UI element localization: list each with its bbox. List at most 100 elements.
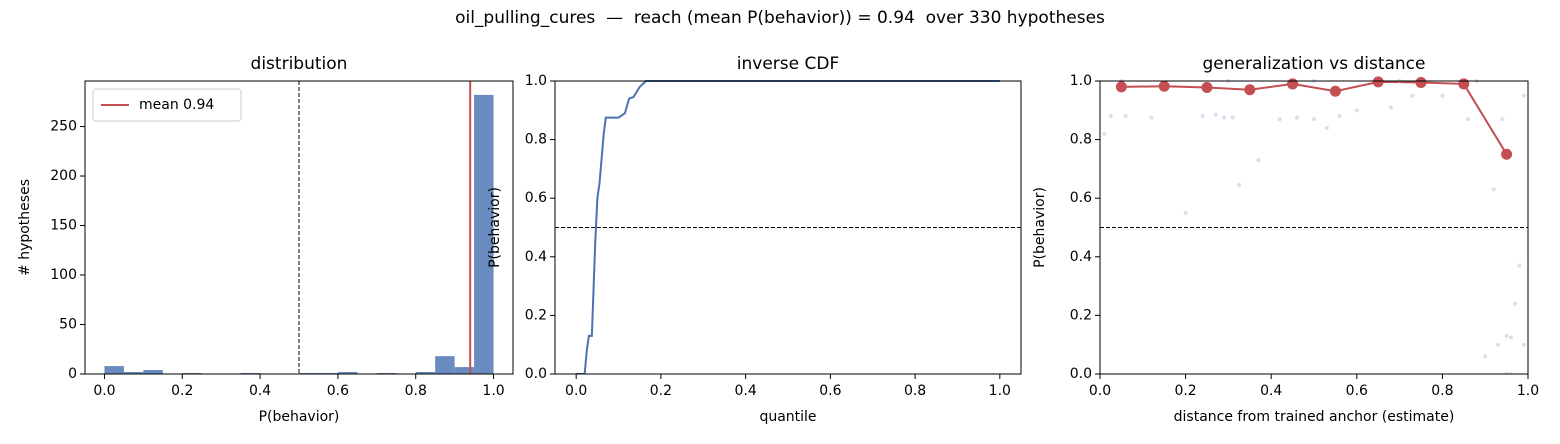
y-tick-label: 0.2 (525, 307, 547, 323)
point (1337, 114, 1342, 119)
x-tick-label: 0.4 (249, 383, 271, 399)
y-tick-label: 200 (50, 168, 77, 184)
point (1354, 108, 1359, 113)
y-tick-label: 0.0 (525, 366, 547, 382)
point (1440, 93, 1445, 98)
point (1277, 117, 1282, 122)
x-tick-label: 0.6 (327, 383, 349, 399)
y-tick-label: 0.0 (1070, 366, 1092, 382)
y-tick-label: 0.6 (1070, 190, 1092, 206)
bar (337, 372, 358, 374)
point (1200, 114, 1205, 119)
axes-frame (1099, 80, 1529, 375)
x-tick-label: 0.6 (1346, 383, 1368, 399)
y-tick-label: 0.2 (1070, 307, 1092, 323)
subplot: inverse CDF quantile P(behavior) 0.0 0.2 0.4 0… (487, 54, 1022, 425)
y-tick-label: 1.0 (525, 73, 547, 89)
subplot-title: inverse CDF (737, 54, 839, 74)
point (1521, 342, 1526, 347)
x-tick-label: 0.4 (1260, 383, 1282, 399)
point (1496, 342, 1501, 347)
point (1237, 183, 1242, 188)
x-tick-label: 0.0 (1089, 383, 1111, 399)
point (1501, 148, 1513, 160)
line (576, 80, 1000, 374)
point (1222, 115, 1227, 120)
point (1508, 335, 1513, 340)
y-axis-label: P(behavior) (487, 187, 503, 268)
bar (454, 367, 475, 374)
point (1108, 114, 1113, 119)
x-axis-label: quantile (759, 409, 816, 425)
point (1201, 81, 1213, 93)
point (1491, 187, 1496, 192)
y-tick-label: 0.8 (1070, 132, 1092, 148)
x-tick-label: 0.8 (1431, 383, 1453, 399)
point (1372, 76, 1384, 88)
point (1329, 85, 1341, 97)
point (1102, 131, 1107, 136)
y-tick-label: 0.8 (525, 132, 547, 148)
x-axis-label: P(behavior) (259, 409, 340, 425)
point (1389, 105, 1394, 110)
point (1513, 301, 1518, 306)
point (1324, 125, 1329, 130)
y-tick-label: 0.4 (525, 249, 547, 265)
x-tick-label: 0.2 (171, 383, 193, 399)
x-tick-label: 0.4 (735, 383, 757, 399)
x-tick-label: 0.2 (1174, 383, 1196, 399)
point (1287, 78, 1299, 90)
subplot: distribution P(behavior) # hypotheses 0.0 0.… (17, 54, 514, 425)
y-axis-label: # hypotheses (17, 179, 33, 276)
x-tick-label: 0.0 (565, 383, 587, 399)
point (1521, 93, 1526, 98)
line (1121, 80, 1508, 155)
point (1256, 158, 1261, 163)
axes-frame (554, 80, 1022, 375)
x-tick-label: 0.0 (93, 383, 115, 399)
point (1183, 210, 1188, 215)
bar (415, 372, 436, 374)
bar (474, 94, 494, 374)
point (1458, 78, 1470, 90)
point (1244, 84, 1256, 96)
legend-label: mean 0.94 (139, 97, 214, 113)
point (1294, 115, 1299, 120)
point (1149, 115, 1154, 120)
point (1415, 76, 1427, 88)
subplot-title: generalization vs distance (1202, 54, 1425, 74)
bar (104, 366, 124, 374)
point (1213, 112, 1218, 117)
point (1410, 93, 1415, 98)
x-tick-label: 0.2 (650, 383, 672, 399)
bar (143, 370, 163, 374)
plot-area (1102, 79, 1526, 374)
x-tick-label: 1.0 (482, 383, 504, 399)
axes-frame (84, 80, 514, 375)
point (1158, 80, 1170, 92)
y-tick-label: 50 (59, 317, 77, 333)
x-tick-label: 0.6 (819, 383, 841, 399)
plot-area (576, 80, 1000, 374)
legend (92, 88, 242, 122)
x-axis-label: distance from trained anchor (estimate) (1174, 409, 1455, 425)
point (1500, 117, 1505, 122)
x-tick-label: 1.0 (1517, 383, 1539, 399)
point (1230, 115, 1235, 120)
point (1517, 263, 1522, 268)
point (1504, 333, 1509, 338)
y-tick-label: 1.0 (1070, 73, 1092, 89)
x-tick-label: 1.0 (989, 383, 1011, 399)
y-axis-label: P(behavior) (1032, 187, 1048, 268)
y-tick-label: 150 (50, 218, 77, 234)
y-tick-label: 250 (50, 119, 77, 135)
x-tick-label: 0.8 (405, 383, 427, 399)
bar (123, 372, 144, 374)
point (1115, 81, 1127, 93)
point (1483, 354, 1488, 359)
point (1123, 114, 1128, 119)
point (1312, 117, 1316, 122)
y-tick-label: 100 (50, 267, 77, 283)
